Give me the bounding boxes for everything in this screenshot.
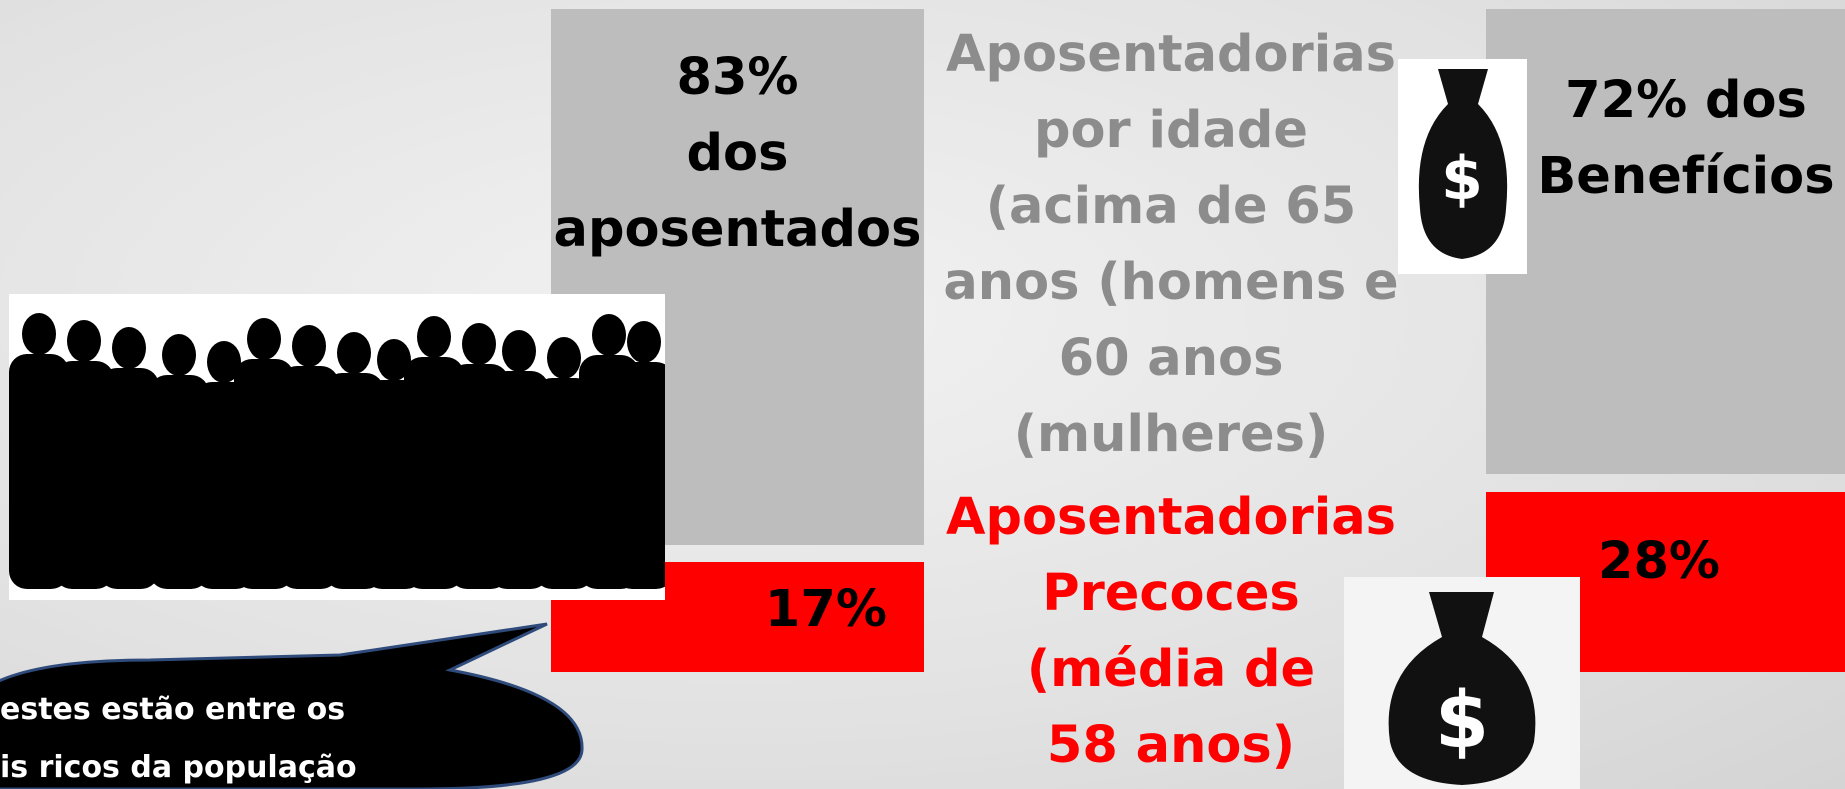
right-bottom-label: 28% — [1597, 532, 1721, 591]
text-line: 83% — [676, 48, 799, 107]
people-image — [9, 294, 665, 600]
text-line: anos (homens e — [943, 253, 1399, 312]
left-top-text: 83% dos aposentados — [551, 40, 924, 268]
middle-red-text: Aposentadorias Precoces (média de 58 anos) — [940, 480, 1402, 784]
text-line: 72% dos — [1565, 71, 1807, 130]
left-bottom-label: 17% — [764, 580, 887, 639]
text-line: aposentados — [553, 200, 922, 259]
money-bag-icon: $ — [1344, 577, 1580, 789]
svg-text:$: $ — [1441, 144, 1483, 214]
callout-bubble — [0, 622, 584, 789]
callout-line: estes estão entre os — [0, 692, 346, 727]
text-line: (acima de 65 — [985, 177, 1357, 236]
text-line: por idade — [1034, 101, 1308, 160]
money-bag-icon: $ — [1398, 59, 1527, 274]
text-line: Precoces — [1042, 564, 1300, 623]
svg-text:$: $ — [1435, 676, 1489, 766]
text-line: dos — [686, 124, 789, 183]
gray-block — [1486, 9, 1845, 474]
text-line: (média de — [1026, 640, 1316, 699]
text-line: (mulheres) — [1013, 405, 1329, 464]
text-line: Aposentadorias — [945, 25, 1396, 84]
callout-line: is ricos da população — [0, 750, 357, 785]
text-line: 60 anos — [1058, 329, 1284, 388]
text-line: 58 anos) — [1046, 716, 1296, 775]
middle-gray-text: Aposentadorias por idade (acima de 65 anos … — [940, 17, 1402, 473]
text-line: Benefícios — [1537, 147, 1835, 206]
text-line: Aposentadorias — [945, 488, 1396, 547]
right-top-text: 72% dos Benefícios — [1527, 63, 1845, 215]
